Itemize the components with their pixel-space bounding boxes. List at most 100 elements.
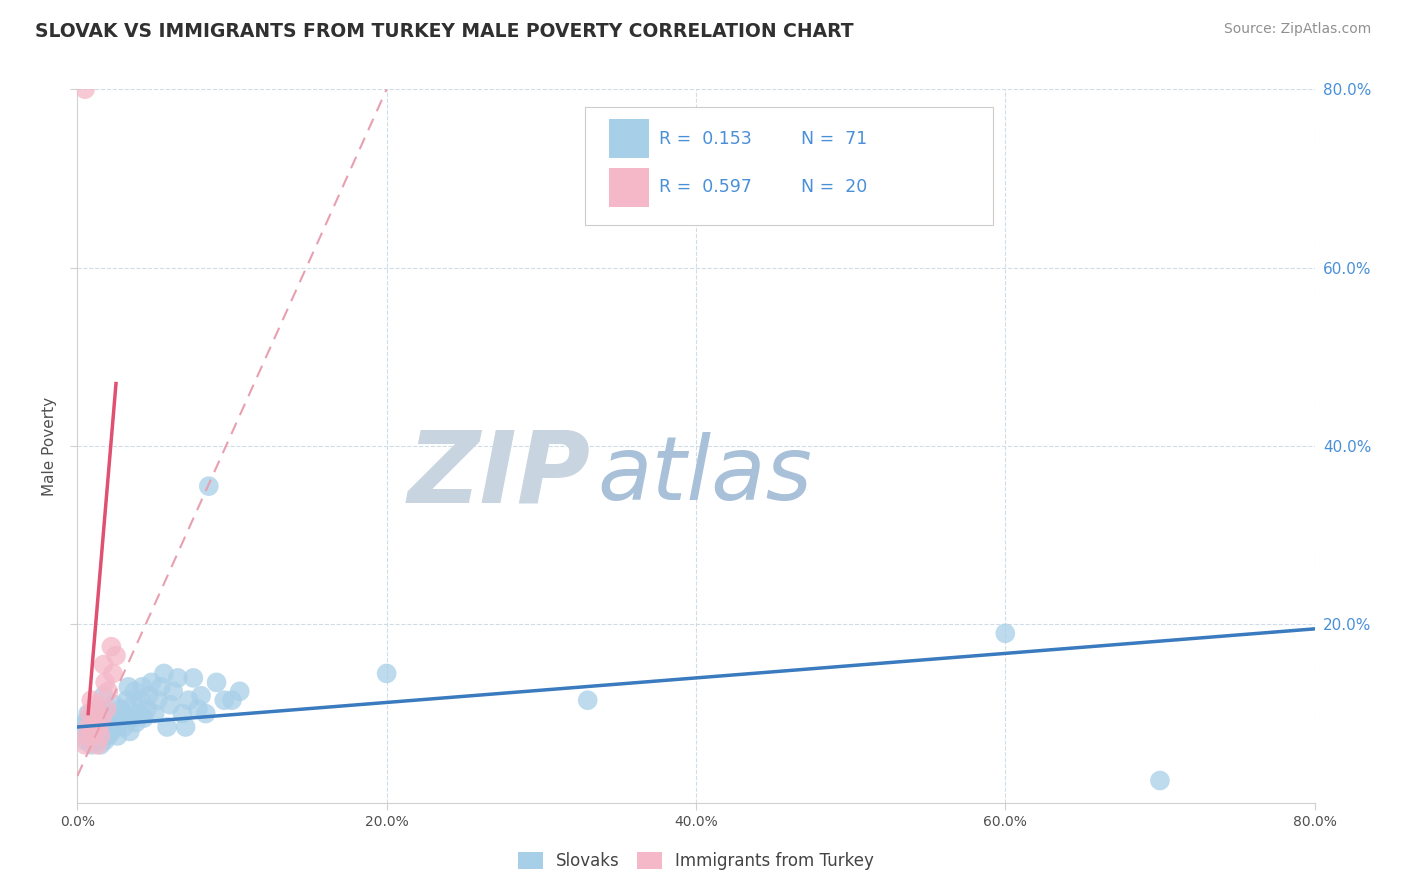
Point <box>93 657 115 672</box>
Point <box>214 693 236 707</box>
Point <box>122 698 145 712</box>
Point <box>183 671 205 685</box>
Point <box>105 720 128 734</box>
Point <box>97 715 120 730</box>
Text: Source: ZipAtlas.com: Source: ZipAtlas.com <box>1223 22 1371 37</box>
Point <box>90 738 112 752</box>
Point <box>82 724 104 739</box>
Point <box>96 702 118 716</box>
Point <box>107 729 129 743</box>
Point <box>91 724 114 739</box>
Point <box>156 720 179 734</box>
Legend: Slovaks, Immigrants from Turkey: Slovaks, Immigrants from Turkey <box>512 845 880 877</box>
Point <box>79 706 101 721</box>
Point <box>98 706 121 721</box>
Y-axis label: Male Poverty: Male Poverty <box>42 396 58 496</box>
Point <box>86 738 108 752</box>
Point <box>101 711 124 725</box>
Point <box>87 720 110 734</box>
Point <box>100 724 122 739</box>
Text: N =  71: N = 71 <box>801 130 868 148</box>
Point <box>66 720 89 734</box>
Point <box>194 706 217 721</box>
Point <box>103 698 125 712</box>
Point <box>187 702 209 716</box>
Point <box>125 715 148 730</box>
Point <box>112 720 135 734</box>
Point <box>110 702 132 716</box>
Point <box>83 711 105 725</box>
Point <box>97 729 120 743</box>
Point <box>94 720 117 734</box>
Point <box>115 693 138 707</box>
Point <box>132 711 155 725</box>
Point <box>79 729 101 743</box>
Point <box>1149 773 1171 788</box>
Point <box>91 711 114 725</box>
FancyBboxPatch shape <box>609 168 650 207</box>
Point <box>82 724 104 739</box>
Point <box>77 720 100 734</box>
Point <box>143 706 166 721</box>
Point <box>994 626 1017 640</box>
Point <box>84 733 107 747</box>
Point <box>131 680 153 694</box>
Point <box>82 706 104 721</box>
Text: N =  20: N = 20 <box>801 178 868 196</box>
Point <box>75 82 96 96</box>
Point <box>83 711 105 725</box>
FancyBboxPatch shape <box>585 107 993 225</box>
Point <box>190 689 212 703</box>
Point <box>162 684 184 698</box>
Text: ZIP: ZIP <box>408 426 591 523</box>
Point <box>141 675 163 690</box>
Point <box>138 689 160 703</box>
Point <box>75 738 96 752</box>
Point <box>167 671 190 685</box>
Point <box>124 684 146 698</box>
Point <box>174 720 197 734</box>
Point <box>149 680 172 694</box>
Point <box>91 711 114 725</box>
Point <box>105 648 128 663</box>
Point <box>159 698 181 712</box>
Text: R =  0.153: R = 0.153 <box>659 130 752 148</box>
Point <box>229 684 252 698</box>
Point <box>375 666 398 681</box>
Point <box>94 675 117 690</box>
Point <box>80 693 103 707</box>
Point <box>86 720 108 734</box>
Point <box>114 711 136 725</box>
Point <box>97 684 120 698</box>
Point <box>576 693 599 707</box>
Point <box>108 715 131 730</box>
Text: SLOVAK VS IMMIGRANTS FROM TURKEY MALE POVERTY CORRELATION CHART: SLOVAK VS IMMIGRANTS FROM TURKEY MALE PO… <box>35 22 853 41</box>
Point <box>93 689 115 703</box>
Point <box>198 479 221 493</box>
Point <box>94 733 117 747</box>
Point <box>172 706 194 721</box>
Point <box>90 729 112 743</box>
Point <box>84 698 107 712</box>
Point <box>75 733 96 747</box>
Point <box>86 702 108 716</box>
Point <box>146 693 169 707</box>
Point <box>129 693 152 707</box>
Text: R =  0.597: R = 0.597 <box>659 178 752 196</box>
Point <box>80 738 103 752</box>
Point <box>112 706 135 721</box>
Point <box>118 724 141 739</box>
Point <box>100 640 122 654</box>
Point <box>77 706 100 721</box>
Point <box>128 706 150 721</box>
Point <box>221 693 243 707</box>
Point <box>76 729 98 743</box>
Point <box>87 729 110 743</box>
Text: atlas: atlas <box>598 432 811 517</box>
FancyBboxPatch shape <box>609 120 650 159</box>
Point <box>117 680 139 694</box>
Point <box>205 675 228 690</box>
Point <box>136 702 159 716</box>
Point <box>121 711 143 725</box>
Point <box>75 715 96 730</box>
